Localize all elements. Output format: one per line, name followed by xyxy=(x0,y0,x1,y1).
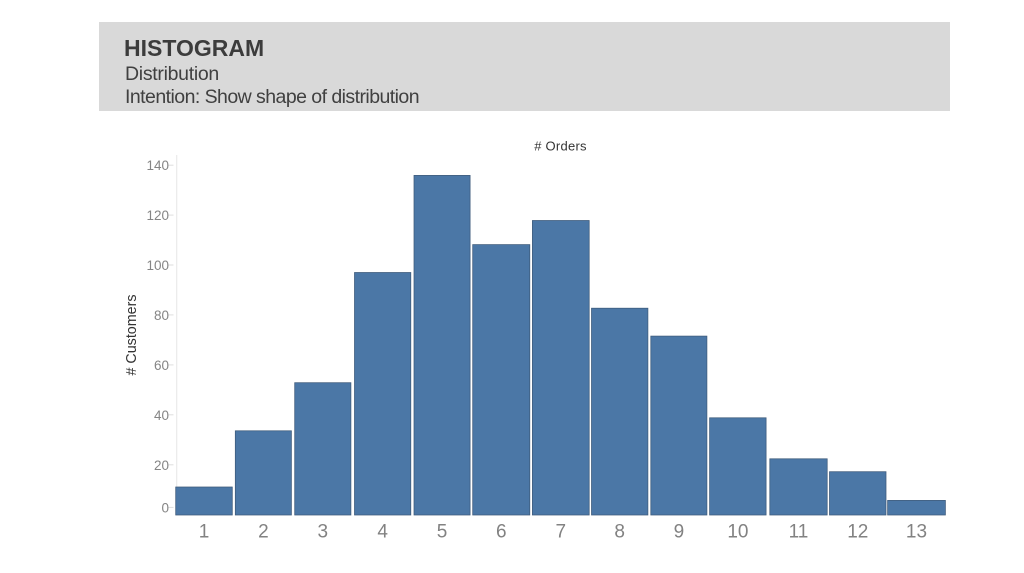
svg-text:140: 140 xyxy=(146,158,169,173)
svg-text:80: 80 xyxy=(154,308,169,323)
svg-text:12: 12 xyxy=(847,521,868,542)
svg-text:11: 11 xyxy=(789,521,809,542)
svg-text:120: 120 xyxy=(146,208,169,223)
svg-text:9: 9 xyxy=(674,521,685,542)
svg-text:10: 10 xyxy=(727,521,748,542)
svg-text:13: 13 xyxy=(906,521,927,542)
svg-text:100: 100 xyxy=(146,258,169,273)
svg-text:5: 5 xyxy=(437,521,448,542)
svg-text:# Customers: # Customers xyxy=(124,294,140,375)
svg-text:3: 3 xyxy=(318,521,329,542)
svg-text:0: 0 xyxy=(161,500,169,515)
svg-text:40: 40 xyxy=(154,408,169,423)
svg-text:60: 60 xyxy=(154,358,169,373)
svg-text:20: 20 xyxy=(154,458,169,473)
svg-text:# Orders: # Orders xyxy=(534,138,587,153)
svg-text:6: 6 xyxy=(496,521,507,542)
svg-text:1: 1 xyxy=(199,521,210,542)
svg-text:2: 2 xyxy=(258,521,269,542)
svg-text:7: 7 xyxy=(556,521,567,542)
svg-text:8: 8 xyxy=(614,521,625,542)
svg-text:4: 4 xyxy=(377,521,388,542)
